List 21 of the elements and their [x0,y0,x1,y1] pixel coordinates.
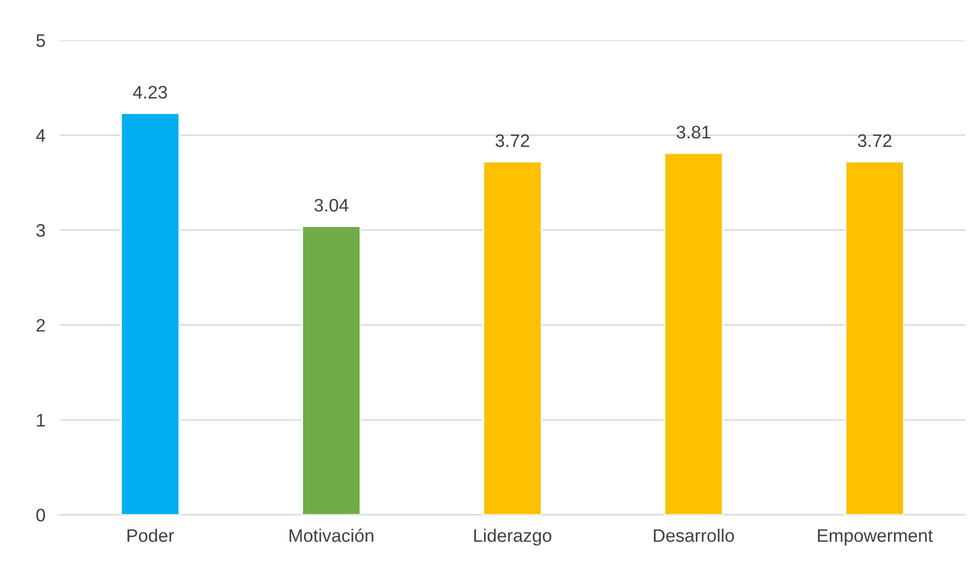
bar [845,161,904,515]
x-tick-label: Liderazgo [474,528,552,546]
x-tick-label: Poder [128,528,174,542]
y-tick-label: 5 [36,34,45,47]
y-tick-label: 1 [37,414,45,426]
x-tick-label: Empowerment [818,529,933,546]
x-tick-label: Desarrollo [654,528,734,542]
data-label: 3.72 [858,134,892,148]
y-tick-label: 4 [36,129,46,142]
bar [664,152,724,515]
data-label: 3.72 [496,134,530,148]
y-tick-label: 0 [36,508,46,522]
bar [120,112,180,515]
data-label: 3.04 [314,198,348,212]
y-tick-label: 3 [36,224,45,237]
data-label: 4.23 [133,86,167,99]
data-label: 3.81 [676,126,710,139]
y-tick-label: 2 [36,318,45,332]
x-tick-label: Motivación [290,528,374,542]
bar [482,161,542,515]
bar [302,226,361,515]
